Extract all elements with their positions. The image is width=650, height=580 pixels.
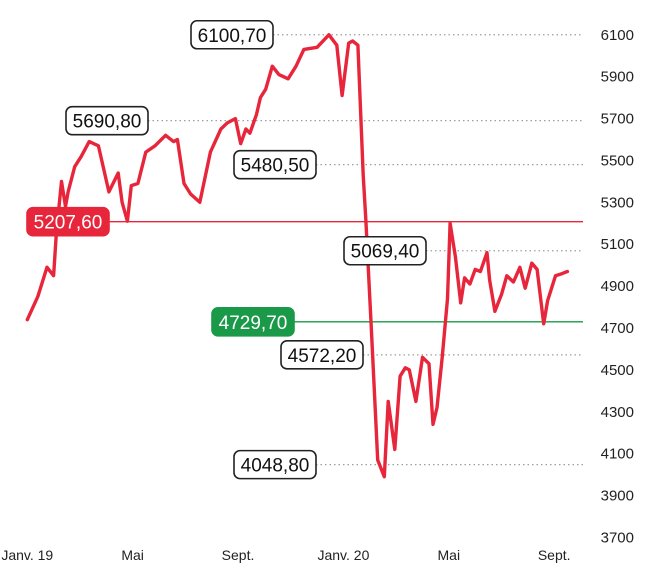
index-series-line <box>25 33 570 479</box>
y-tick-label: 4100 <box>601 446 634 463</box>
y-tick-label: 5100 <box>601 236 634 253</box>
value-label-text: 4572,20 <box>288 346 357 367</box>
y-tick-label: 4700 <box>601 320 634 337</box>
value-label-text: 5690,80 <box>73 112 142 133</box>
y-tick-label: 4900 <box>601 278 634 295</box>
y-tick-label: 4300 <box>601 404 634 421</box>
value-label-text: 5069,40 <box>351 242 420 263</box>
y-tick-label: 5900 <box>601 69 634 86</box>
value-label-text: 6100,70 <box>198 26 267 47</box>
value-label-box <box>280 340 364 370</box>
value-label-box <box>65 105 149 136</box>
y-tick-label: 4500 <box>601 362 634 379</box>
value-label-text: 4729,70 <box>219 313 288 334</box>
value-label-box <box>211 307 295 337</box>
value-label-box <box>26 206 110 237</box>
value-labels: 6100,70 5690,80 5480,50 5207,60 5069,40 4729,… <box>26 19 427 480</box>
reference-lines <box>109 34 583 466</box>
y-tick-label: 5300 <box>601 194 634 211</box>
x-tick-label: Mai <box>438 547 461 563</box>
value-label-text: 4048,80 <box>241 456 310 477</box>
y-axis-ticks: 6100 5900 5700 5500 5300 5100 4900 4700 4500 4300… <box>601 27 634 547</box>
value-label-box <box>343 235 427 266</box>
y-tick-label: 5500 <box>601 152 634 169</box>
value-label-box <box>233 149 317 180</box>
value-label-box <box>190 19 274 50</box>
y-tick-label: 3700 <box>601 530 634 547</box>
x-tick-label: Sept. <box>222 547 255 563</box>
y-tick-label: 5700 <box>601 111 634 128</box>
y-tick-label: 3900 <box>601 488 634 505</box>
x-axis-ticks: Janv. 19 Mai Sept. Janv. 20 Mai Sept. <box>1 547 570 563</box>
x-tick-label: Janv. 20 <box>317 547 369 563</box>
y-tick-label: 6100 <box>601 27 634 44</box>
x-tick-label: Mai <box>121 547 144 563</box>
value-label-box <box>233 449 317 480</box>
value-label-text: 5207,60 <box>34 213 103 234</box>
x-tick-label: Janv. 19 <box>1 547 53 563</box>
x-tick-label: Sept. <box>538 547 571 563</box>
value-label-text: 5480,50 <box>241 156 310 177</box>
